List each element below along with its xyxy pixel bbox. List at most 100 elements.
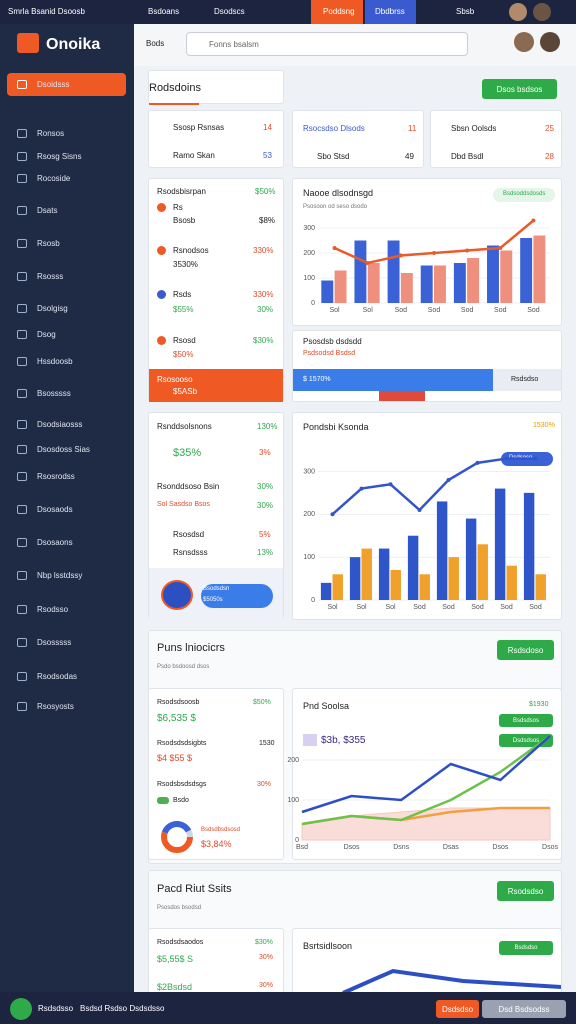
header-bar: Bods Fonns bsalsm — [134, 24, 576, 66]
card-title: Rsodsbisrpan — [157, 187, 206, 196]
badge: Dsdsdsos — [499, 734, 553, 747]
item-value: 3% — [259, 448, 271, 457]
stat-value: 14 — [263, 123, 272, 132]
icon — [303, 734, 317, 746]
nav-label: Dsolgisg — [37, 304, 68, 313]
nav-label: Dsosdoss Sias — [37, 445, 90, 454]
progress-accent — [379, 391, 425, 401]
item-sub: Bsdo — [173, 797, 189, 804]
avatar[interactable] — [533, 3, 551, 21]
user-name[interactable]: Sbsb — [456, 7, 475, 16]
badge: Bsdsdso — [499, 941, 553, 955]
nav-item[interactable]: Hssdoosb — [7, 350, 126, 373]
primary-button[interactable]: Dsos bsdsos — [482, 79, 557, 99]
nav-item[interactable]: Dsosaods — [7, 498, 126, 521]
nav-item[interactable]: Rsosyosts — [7, 695, 126, 718]
stat-value: 11 — [408, 124, 417, 133]
nav-item[interactable]: Dsoidsss — [7, 73, 126, 96]
nav-icon — [17, 272, 27, 281]
tab-blue[interactable]: Dbdbrss — [365, 0, 416, 24]
nav-item[interactable]: Rsosrodss — [7, 465, 126, 488]
stat-value: 25 — [545, 124, 554, 133]
avatar[interactable] — [540, 32, 560, 52]
nav-item[interactable]: Nbp lsstdssy — [7, 564, 126, 587]
nav-item[interactable]: Dsog — [7, 323, 126, 346]
search-box[interactable]: Fonns bsalsm — [186, 32, 468, 56]
sidebar: Onoika Dsoidsss Ronsos Rsosg Sisns Rocoside… — [0, 24, 134, 992]
tab[interactable]: Bsdoans — [148, 7, 180, 16]
nav-item[interactable]: Rsosss — [7, 265, 126, 288]
bottom-button[interactable]: Dsd Bsdsodss — [482, 1000, 566, 1018]
chart-title: Bsrtsidlsoon — [303, 941, 353, 951]
nav-item[interactable]: Rsosg Sisns — [7, 145, 126, 168]
chart-subtitle: Psosoon od seso dsodo — [303, 204, 368, 210]
nav-item[interactable]: Dsosaons — [7, 531, 126, 554]
nav-label: Rsodsso — [37, 605, 69, 614]
icon — [157, 203, 166, 212]
nav-icon — [17, 605, 27, 614]
section-button[interactable]: Rsodsdso — [497, 881, 554, 901]
item-value: 330% — [253, 290, 274, 299]
progress-label: $ 1570% — [303, 376, 331, 383]
nav-item[interactable]: Dsodsiaosss — [7, 413, 126, 436]
pill-area: Bsodsdsn $5050s — [149, 568, 283, 620]
donut — [161, 821, 193, 853]
card-footer[interactable]: Rsosooso $5ASb — [149, 369, 283, 402]
logo — [17, 33, 39, 53]
tab[interactable]: Dsodscs — [214, 7, 245, 16]
nav-icon — [17, 571, 27, 580]
avatar[interactable] — [509, 3, 527, 21]
chart-title-value: $1930 — [529, 701, 549, 708]
nav-item[interactable]: Rocoside — [7, 167, 126, 190]
bottom-button[interactable]: Dsdsdso — [436, 1000, 479, 1018]
icon — [157, 246, 166, 255]
progress-title: Psosdsb dsdsdd — [303, 337, 362, 346]
nav-icon — [17, 330, 27, 339]
nav-item[interactable]: Dsats — [7, 199, 126, 222]
list-card: Rsodsdsaodos $30% $5,55$ S 30% $2Bsdsd 30% — [148, 928, 284, 994]
badge-value: 1530% — [533, 422, 555, 429]
list-card: Rsodsbisrpan $50% Rs Bsosb $8% Rsnodsos 330… — [148, 178, 284, 402]
item-label: $35% — [173, 447, 202, 459]
nav-item[interactable]: Ronsos — [7, 122, 126, 145]
nav-item[interactable]: Bsosssss — [7, 382, 126, 405]
chart-title: Naooe dlsodnsgd — [303, 188, 374, 198]
nav-item[interactable]: Rsodsso — [7, 598, 126, 621]
item-label: Rsosd — [173, 336, 196, 345]
nav-label: Dsats — [37, 206, 58, 215]
brand: Onoika — [46, 36, 101, 53]
badge-text: Bsdsoddsdosds — [503, 191, 546, 197]
item-label: Rsnsdsss — [173, 548, 208, 557]
nav-label: Dsosaons — [37, 538, 73, 547]
avatar[interactable] — [514, 32, 534, 52]
search-placeholder: Fonns bsalsm — [209, 40, 259, 49]
donut-seg — [161, 821, 193, 853]
item-label: Rsds — [173, 290, 192, 299]
list-card: Rsnddsolsnons 130% $35% 3% Rsonddsoso Bsin… — [148, 412, 284, 620]
footer-label: Rsosooso — [157, 375, 193, 384]
tab: Poddsng — [323, 7, 355, 16]
nav-item[interactable]: Dsolgisg — [7, 297, 126, 320]
item-label: Rsonddsoso Bsin — [157, 482, 220, 491]
status-text: Bsdsd Rsdso Dsdsdsso — [80, 1004, 165, 1013]
item-value: 13% — [257, 548, 274, 557]
nav-item[interactable]: Rsosb — [7, 232, 126, 255]
nav-icon — [17, 638, 27, 647]
badge: Bsdsoddsdosds — [493, 188, 555, 202]
pill[interactable]: Bsodsdsn $5050s — [201, 584, 273, 608]
decor — [342, 968, 561, 993]
nav-label: Rsosrodss — [37, 472, 75, 481]
nav-item[interactable]: Dsosdoss Sias — [7, 438, 126, 461]
nav-icon — [17, 239, 27, 248]
badge-text: Dsdsoso — [509, 455, 533, 461]
nav-icon — [17, 152, 27, 161]
stat-label: Sbo Stsd — [317, 152, 350, 161]
nav-icon — [17, 505, 27, 514]
nav-item[interactable]: Dsosssss — [7, 631, 126, 654]
tab-active[interactable]: Poddsng — [311, 0, 363, 24]
section-button[interactable]: Rsdsdoso — [497, 640, 554, 660]
item-value: $30% — [253, 336, 274, 345]
nav-item[interactable]: Rsodsodas — [7, 665, 126, 688]
nav-label: Dsog — [37, 330, 56, 339]
